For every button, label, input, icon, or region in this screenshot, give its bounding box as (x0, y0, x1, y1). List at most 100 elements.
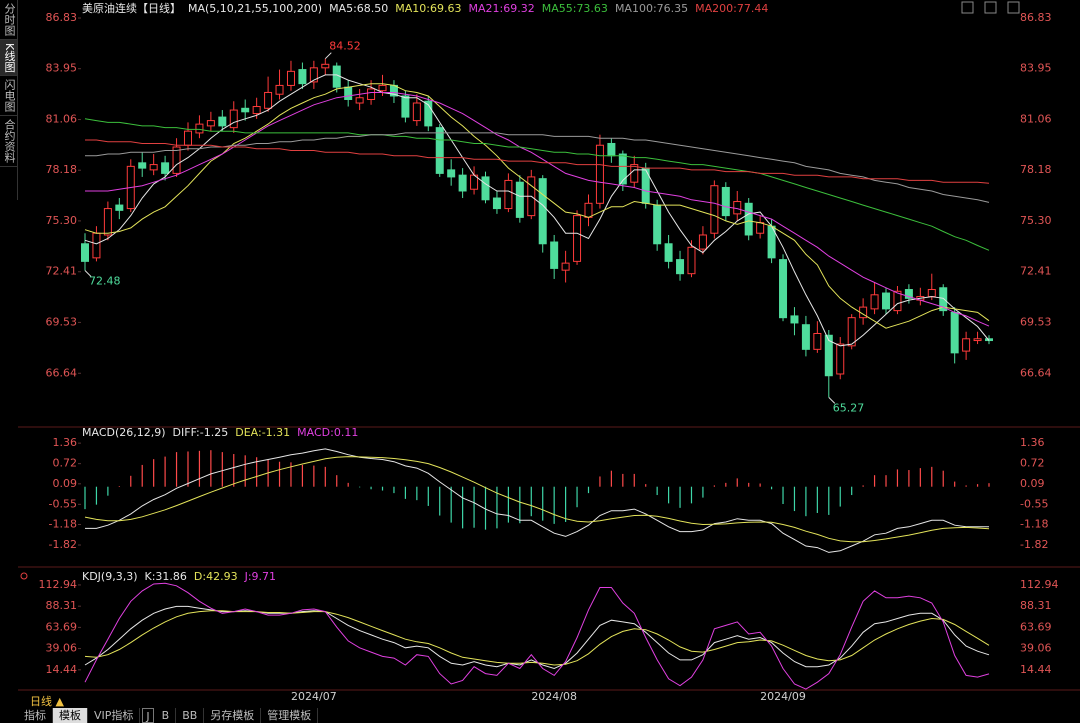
candle-body (241, 107, 250, 113)
candle-body (561, 262, 570, 271)
y-tick-label-right: 81.06 (1020, 113, 1052, 126)
y-tick-label-right: 72.41 (1020, 265, 1052, 278)
y-tick-label: 69.53 (46, 315, 78, 328)
y-tick-label: 1.36 (53, 436, 78, 449)
indicator-line (85, 448, 989, 553)
y-tick-label: 63.69 (46, 620, 78, 633)
candle-body (332, 65, 341, 88)
legend-item: MA21:69.32 (469, 2, 535, 15)
legend-item: MACD:0.11 (297, 426, 358, 439)
y-tick-label-right: -1.18 (1020, 518, 1048, 531)
candle-body (573, 215, 582, 262)
legend-item: MA100:76.35 (615, 2, 688, 15)
y-tick-label-right: 88.31 (1020, 599, 1052, 612)
window-button[interactable] (984, 1, 997, 14)
candle-body (985, 338, 993, 342)
bottom-tab[interactable]: J (142, 708, 154, 723)
bottom-tab[interactable]: 另存模板 (204, 708, 262, 723)
candle-body (92, 232, 101, 259)
candle-body (744, 202, 753, 236)
y-tick-label: 86.83 (46, 11, 78, 24)
candle-body (584, 202, 593, 218)
candle-body (687, 246, 696, 275)
indicator-line (84, 582, 990, 690)
legend-item: DEA:-1.31 (235, 426, 290, 439)
candle-body (801, 324, 810, 350)
legend-item: MA(5,10,21,55,100,200) (188, 2, 322, 15)
bottom-tab[interactable]: 模板 (53, 708, 88, 723)
y-tick-label-right: 0.72 (1020, 457, 1045, 470)
candle-body (904, 289, 913, 299)
y-tick-label: 81.06 (46, 113, 78, 126)
y-tick-label: 78.18 (46, 163, 78, 176)
bottom-tab[interactable]: 管理模板 (261, 708, 319, 723)
sidebar: 分时图 K线图 闪电图 合约资料 (0, 0, 18, 200)
candle-body (435, 127, 444, 174)
candle-body (882, 292, 891, 310)
period-selector[interactable]: 日线 ▲ (30, 695, 64, 708)
sidebar-tab[interactable]: K线图 (0, 40, 17, 77)
candle-body (710, 185, 719, 234)
candle-body (733, 201, 742, 215)
bottom-tab[interactable]: VIP指标 (88, 708, 141, 723)
legend-item: D:42.93 (194, 570, 238, 583)
candle-body (550, 241, 559, 269)
sidebar-tab[interactable]: 闪电图 (0, 76, 17, 117)
y-tick-label: 0.72 (53, 457, 78, 470)
y-tick-label: -1.82 (49, 538, 77, 551)
y-tick-label-right: -0.55 (1020, 497, 1048, 510)
candle-body (515, 181, 524, 218)
y-tick-label-right: 86.83 (1020, 11, 1052, 24)
y-tick-label: 112.94 (39, 578, 78, 591)
y-tick-label-right: 69.53 (1020, 315, 1052, 328)
candle-body (824, 334, 833, 377)
indicator-line (84, 118, 990, 251)
candle-body (401, 95, 410, 118)
candle-body (138, 162, 147, 169)
candle-body (504, 179, 513, 210)
x-tick-label: 2024/09 (760, 690, 806, 703)
y-tick-label: 75.30 (46, 214, 78, 227)
candle-body (790, 315, 799, 324)
y-tick-label-right: 78.18 (1020, 163, 1052, 176)
legend-item: MACD(26,12,9) (82, 426, 166, 439)
candle-body (424, 100, 433, 127)
legend-item: MA55:73.63 (542, 2, 608, 15)
legend-item: MA200:77.44 (695, 2, 768, 15)
candle-body (492, 197, 501, 210)
indicator-line (85, 132, 990, 203)
y-tick-label-right: 39.06 (1020, 642, 1052, 655)
candle-body (229, 109, 238, 129)
y-tick-label: 39.06 (46, 642, 78, 655)
candle-body (950, 311, 959, 354)
candle-body (618, 153, 627, 185)
candle-body (458, 174, 467, 192)
candle-body (206, 120, 215, 127)
y-tick-label-right: 63.69 (1020, 620, 1052, 633)
legend-item: K:31.86 (145, 570, 187, 583)
candle-body (355, 97, 364, 104)
bottom-tab[interactable]: B (156, 708, 177, 723)
bottom-tab[interactable]: 指标 (18, 708, 53, 723)
indicator-line (84, 456, 990, 543)
y-tick-label: -0.55 (49, 497, 77, 510)
candle-body (607, 142, 616, 157)
window-button[interactable] (961, 1, 974, 14)
candle-body (927, 289, 936, 298)
sidebar-tab[interactable]: 分时图 (0, 0, 17, 40)
y-tick-label: 0.09 (53, 477, 78, 490)
candle-body (698, 234, 707, 250)
legend-item: DIFF:-1.25 (173, 426, 229, 439)
candle-body (893, 290, 902, 312)
candle-body (676, 259, 685, 275)
extreme-leader (84, 270, 92, 277)
candle-body (813, 333, 822, 350)
candle-body (664, 243, 673, 262)
candle-body (344, 86, 353, 100)
window-button[interactable] (1007, 1, 1020, 14)
extreme-leader (828, 397, 836, 404)
sidebar-tab[interactable]: 合约资料 (0, 116, 17, 168)
bottom-tab[interactable]: BB (176, 708, 205, 723)
